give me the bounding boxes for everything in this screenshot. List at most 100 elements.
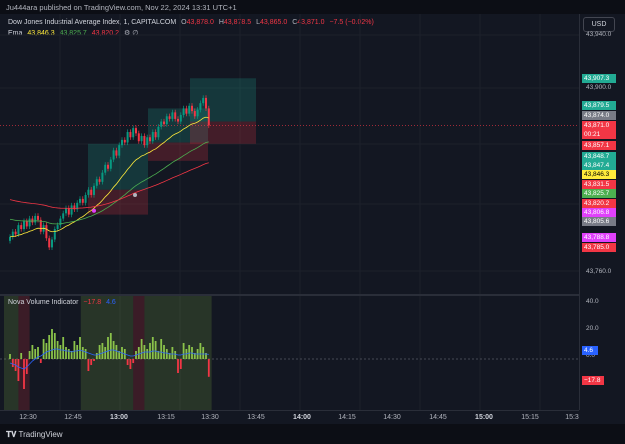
ema-value-2: 43,825.7 [59, 30, 87, 37]
volume-bar [39, 359, 42, 363]
candle-body [98, 179, 101, 182]
candle-body [196, 109, 199, 117]
candle-body [168, 116, 171, 119]
ema-label: Ema [8, 30, 23, 37]
indicator-tick: 0.0 [586, 352, 596, 359]
ema-slow-line [9, 162, 209, 209]
bear-zone [190, 121, 256, 144]
candle-body [65, 208, 67, 214]
pane-separator[interactable] [0, 294, 579, 296]
candle-body [132, 128, 135, 138]
price-tag: 43,846.3 [582, 170, 616, 179]
candle-body [73, 205, 76, 210]
candle-body [202, 97, 205, 104]
symbol-legend[interactable]: Dow Jones Industrial Average Index, 1, C… [8, 19, 380, 26]
volume-bar [31, 345, 34, 359]
indicator-tag: −17.8 [582, 376, 604, 385]
indicator-value-1: −17.8 [83, 299, 102, 306]
volume-bar [42, 339, 45, 359]
price-tag: 43,806.8 [582, 208, 616, 217]
volume-bar [9, 354, 11, 359]
tv-logo-icon: 𝐓𝐕 [6, 430, 17, 439]
volume-bar [126, 359, 129, 365]
volume-bar [45, 343, 48, 359]
candle-body [135, 128, 137, 134]
bear-zone [148, 142, 208, 161]
price-tag: 00:21 [582, 130, 616, 139]
volume-bar [104, 347, 107, 359]
volume-bar [171, 347, 174, 359]
time-tick: 14:30 [383, 414, 401, 421]
volume-bar [56, 341, 59, 359]
ema-legend[interactable]: Ema 43,846.3 43,825.7 43,820.2 ⚙ ∅ [8, 29, 141, 37]
indicator-tick: 40.0 [586, 298, 599, 305]
volume-bar [202, 347, 205, 359]
candle-body [81, 198, 84, 203]
ema-cross-marker [133, 192, 137, 197]
candle-body [151, 132, 154, 142]
volume-bar [115, 345, 118, 359]
candle-body [149, 137, 151, 142]
time-tick: 13:30 [201, 414, 219, 421]
candle-body [154, 132, 157, 138]
volume-zone [144, 296, 212, 410]
candle-body [179, 114, 182, 122]
time-tick: 15:15 [521, 414, 539, 421]
candle-body [23, 221, 25, 230]
price-tag: 43,831.5 [582, 180, 616, 189]
settings-icon[interactable]: ⚙ ∅ [123, 30, 139, 37]
volume-zone [4, 296, 19, 410]
publisher-info: Ju444ara published on TradingView.com, N… [6, 3, 237, 12]
volume-bar [84, 349, 87, 359]
high-value: 43,878.5 [223, 19, 252, 26]
candle-body [205, 97, 207, 109]
candle-body [165, 116, 168, 125]
volume-bar [20, 353, 23, 359]
volume-bar [93, 359, 95, 361]
candle-body [37, 215, 39, 220]
volume-zone [18, 296, 30, 410]
candle-body [182, 108, 185, 115]
volume-bar [70, 351, 73, 359]
volume-bar [76, 345, 79, 359]
tradingview-logo[interactable]: 𝐓𝐕 TradingView [6, 430, 63, 440]
time-tick: 15:3 [565, 414, 579, 421]
volume-bar [207, 359, 210, 377]
candle-body [9, 236, 11, 241]
volume-bar [109, 333, 112, 359]
candle-body [126, 132, 129, 143]
currency-button[interactable]: USD [583, 17, 615, 32]
volume-bar [151, 337, 154, 359]
candle-body [67, 208, 70, 215]
candle-body [146, 137, 149, 146]
candle-body [45, 225, 48, 239]
volume-bar [160, 339, 163, 359]
volume-bar [165, 349, 168, 359]
time-tick: 13:15 [157, 414, 175, 421]
volume-bar [174, 351, 177, 359]
volume-bar [129, 359, 132, 369]
volume-bar [118, 351, 121, 359]
indicator-value-2: 4.6 [106, 299, 116, 306]
candle-body [160, 121, 163, 127]
candle-body [31, 218, 34, 223]
volume-bar [199, 343, 202, 359]
indicator-label: Nova Volume Indicator [8, 299, 79, 306]
time-tick: 15:00 [475, 414, 493, 421]
volume-bar [188, 345, 191, 359]
candle-body [53, 229, 56, 240]
candle-body [191, 105, 193, 112]
change-value: −7.5 (−0.02%) [329, 19, 374, 26]
bull-zone [190, 78, 256, 122]
candle-body [104, 164, 107, 173]
oscillator-line [9, 348, 209, 370]
candle-body [177, 118, 179, 122]
price-chart[interactable] [0, 14, 579, 410]
volume-bar [73, 341, 76, 359]
time-tick: 13:00 [110, 414, 128, 421]
candle-body [14, 231, 17, 235]
time-axis[interactable] [0, 410, 579, 425]
price-axis[interactable] [579, 14, 625, 410]
indicator-legend[interactable]: Nova Volume Indicator −17.8 4.6 [8, 299, 119, 306]
candle-body [95, 179, 98, 186]
